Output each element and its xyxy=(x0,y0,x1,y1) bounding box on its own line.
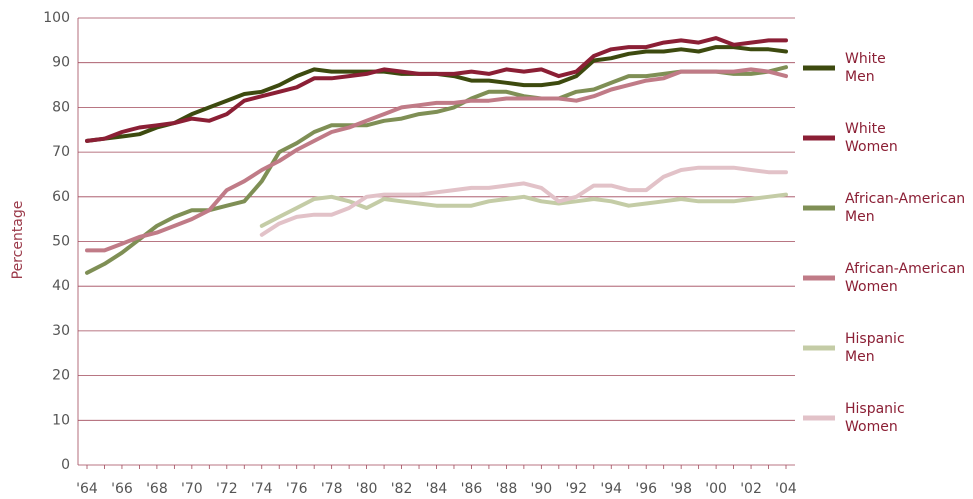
x-tick-label: '88 xyxy=(496,481,518,497)
x-tick-label: '90 xyxy=(531,481,553,497)
x-tick-label: '04 xyxy=(775,481,797,497)
y-tick-label: 90 xyxy=(52,55,70,71)
x-tick-label: '68 xyxy=(146,481,168,497)
y-tick-label: 100 xyxy=(43,10,70,26)
legend-label: Hispanic Men xyxy=(845,331,905,365)
y-axis-label: Percentage xyxy=(10,201,26,280)
x-tick-label: '64 xyxy=(76,481,98,497)
x-tick-label: '84 xyxy=(426,481,448,497)
x-tick-label: '94 xyxy=(600,481,622,497)
x-tick-label: '76 xyxy=(286,481,308,497)
y-tick-label: 50 xyxy=(52,234,70,250)
y-tick-label: 60 xyxy=(52,189,70,205)
x-tick-label: '96 xyxy=(635,481,657,497)
x-tick-label: '02 xyxy=(740,481,762,497)
series-line xyxy=(85,67,788,253)
x-tick-label: '74 xyxy=(251,481,273,497)
series-line xyxy=(85,65,788,275)
x-tick-label: '70 xyxy=(181,481,203,497)
legend-label: African-American Men xyxy=(845,191,965,225)
y-tick-label: 40 xyxy=(52,278,70,294)
y-tick-label: 0 xyxy=(61,457,70,473)
x-tick-label: '82 xyxy=(391,481,413,497)
series-line xyxy=(85,45,788,143)
legend-label: African-American Women xyxy=(845,261,965,295)
x-tick-label: '80 xyxy=(356,481,378,497)
y-tick-label: 80 xyxy=(52,99,70,115)
legend-label: White Women xyxy=(845,121,898,155)
series-line xyxy=(85,36,788,143)
series-line xyxy=(259,192,788,228)
y-tick-label: 70 xyxy=(52,144,70,160)
legend-label: Hispanic Women xyxy=(845,401,905,435)
y-tick-label: 10 xyxy=(52,412,70,428)
x-tick-label: '86 xyxy=(461,481,483,497)
y-tick-label: 30 xyxy=(52,323,70,339)
x-tick-label: '72 xyxy=(216,481,238,497)
x-tick-label: '66 xyxy=(111,481,133,497)
x-tick-label: '78 xyxy=(321,481,343,497)
legend-label: White Men xyxy=(845,51,886,85)
y-tick-label: 20 xyxy=(52,368,70,384)
x-tick-label: '98 xyxy=(670,481,692,497)
series-line xyxy=(259,165,788,237)
x-tick-label: '92 xyxy=(565,481,587,497)
x-tick-label: '00 xyxy=(705,481,727,497)
